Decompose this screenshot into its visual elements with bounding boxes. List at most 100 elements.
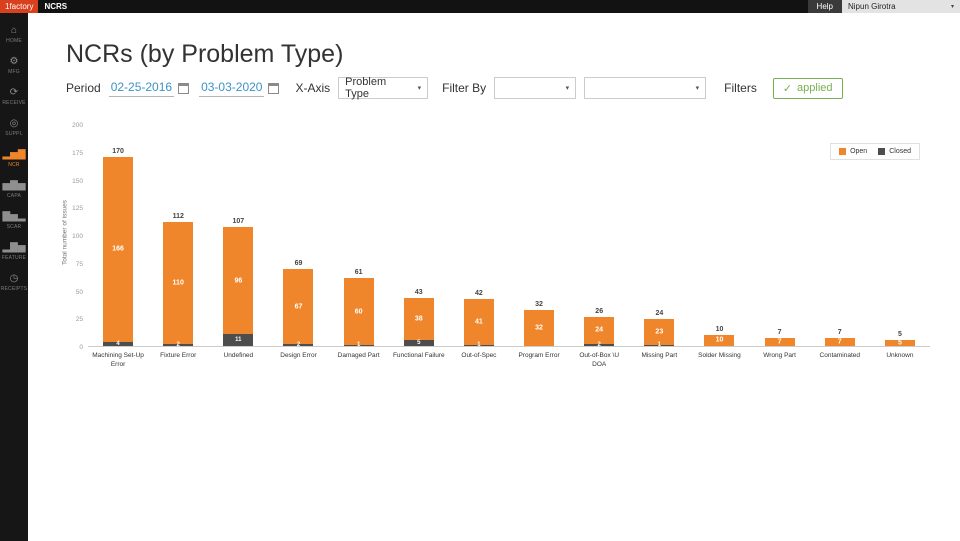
bar-segment-value: 41 — [475, 318, 483, 326]
bar-segment-open[interactable]: 23 — [644, 319, 675, 345]
bar-segment-closed[interactable]: 5 — [403, 340, 434, 347]
bar-segment-open[interactable]: 32 — [524, 310, 555, 346]
bar-group: 24 23 1 — [629, 125, 689, 348]
legend-label: Open — [850, 148, 868, 155]
bar-segment-open[interactable]: 60 — [343, 278, 374, 345]
bar-segment-value: 11 — [235, 336, 242, 343]
sidebar-item-label: FEATURE — [1, 254, 27, 261]
topbar-right: Help Nipun Girotra ▾ — [807, 0, 960, 13]
sidebar-item-home[interactable]: ⌂ HOME — [0, 19, 28, 50]
receipts-icon: ◷ — [9, 272, 19, 284]
bar-segment-open[interactable]: 41 — [463, 299, 494, 345]
filter-select-1[interactable]: ▾ — [494, 77, 577, 99]
bar-segment-open[interactable]: 67 — [283, 269, 314, 344]
filter-by-label: Filter By — [442, 81, 487, 95]
applied-label: applied — [797, 82, 833, 94]
mfg-icon: ⚙ — [9, 55, 19, 67]
filter-select-2[interactable]: ▾ — [584, 77, 707, 99]
bar-segment-value: 5 — [417, 340, 421, 347]
chevron-down-icon: ▾ — [695, 85, 700, 92]
chevron-down-icon: ▾ — [950, 4, 954, 10]
bar-segment-closed[interactable]: 1 — [343, 342, 374, 348]
x-axis-category-label: Out-of-Spec — [461, 352, 497, 359]
filters-applied-badge[interactable]: ✓ applied — [772, 77, 843, 99]
app-name: NCRS — [44, 2, 68, 11]
x-axis-category-label: Out-of-Box \U DOA — [579, 352, 620, 368]
bar-segment-value: 2 — [176, 341, 180, 348]
bar-total-label: 107 — [232, 218, 245, 226]
sidebar-item-ncr[interactable]: ▂▅▇ NCR — [0, 143, 28, 174]
user-menu[interactable]: Nipun Girotra ▾ — [842, 0, 960, 13]
x-axis-category-label: Damaged Part — [337, 352, 380, 359]
bar-segment-value: 96 — [234, 277, 243, 285]
bar-segment-open[interactable]: 10 — [704, 334, 735, 346]
bar-segment-value: 23 — [655, 328, 664, 336]
sidebar-item-feature[interactable]: ▂▇▅ FEATURE — [0, 236, 28, 267]
filters-label: Filters — [724, 81, 757, 95]
chart: Total number of issues 0 25 50 75 100 125 150 1… — [62, 122, 930, 370]
calendar-icon[interactable] — [178, 82, 190, 94]
sidebar-item-capa[interactable]: ▅▇▅ CAPA — [0, 174, 28, 205]
bar-segment-closed[interactable]: 2 — [584, 342, 615, 348]
bar-segment-open[interactable]: 110 — [163, 221, 194, 344]
bar-segment-closed[interactable]: 2 — [163, 341, 194, 348]
y-tick-label: 100 — [72, 233, 83, 240]
chevron-down-icon: ▾ — [565, 85, 570, 92]
bar-total-label: 42 — [475, 290, 483, 298]
bar-segment-closed[interactable]: 2 — [283, 342, 314, 348]
bar-segment-open[interactable]: 166 — [103, 157, 134, 342]
xaxis-select[interactable]: Problem Type ▾ — [338, 76, 429, 100]
bar-segment-closed[interactable]: 1 — [644, 342, 675, 348]
bar-segment-open[interactable]: 5 — [884, 340, 915, 347]
bar-segment-open[interactable]: 7 — [824, 338, 855, 346]
date-from-input[interactable]: 02-25-2016 — [108, 80, 175, 97]
sidebar-item-suppl[interactable]: ◎ SUPPL — [0, 112, 28, 143]
x-axis-category-label: Missing Part — [641, 352, 678, 359]
bar-total-label: 170 — [112, 148, 124, 156]
bar-segment-open[interactable]: 7 — [764, 338, 795, 346]
calendar-icon[interactable] — [268, 82, 280, 94]
bar-total-label: 26 — [595, 308, 604, 316]
bar-group: 112 110 2 — [148, 125, 208, 348]
capa-icon: ▅▇▅ — [2, 179, 26, 191]
top-bar: 1factory NCRS Help Nipun Girotra ▾ — [0, 0, 960, 13]
bar-segment-closed[interactable]: 1 — [463, 342, 494, 349]
sidebar-item-mfg[interactable]: ⚙ MFG — [0, 50, 28, 81]
bar-segment-closed[interactable]: 11 — [223, 333, 254, 346]
legend-item-open[interactable]: Open — [839, 148, 867, 155]
scar-icon: ▇▅▂ — [2, 210, 26, 222]
legend-item-closed[interactable]: Closed — [878, 148, 911, 155]
bar-segment-value: 60 — [354, 308, 363, 316]
bar-group: 26 24 2 — [569, 125, 629, 348]
bar-total-label: 24 — [655, 310, 664, 318]
main-content: NCRs (by Problem Type) Period 02-25-2016… — [28, 13, 960, 541]
bar-segment-value: 110 — [172, 279, 184, 287]
bar-segment-open[interactable]: 38 — [403, 298, 434, 341]
page-title: NCRs (by Problem Type) — [66, 40, 344, 68]
controls-bar: Period 02-25-2016 03-03-2020 X-Axis Prob… — [66, 76, 843, 100]
x-axis-category-label: Program Error — [518, 352, 560, 359]
sidebar-item-receipts[interactable]: ◷ RECEIPTS — [0, 267, 28, 298]
bar-segment-value: 10 — [715, 336, 724, 344]
xaxis-label: X-Axis — [295, 81, 331, 95]
x-axis-category-label: Machining Set-Up Error — [92, 352, 144, 368]
sidebar-item-label: CAPA — [6, 192, 22, 199]
bar-total-label: 43 — [414, 289, 423, 297]
date-to-input[interactable]: 03-03-2020 — [199, 80, 265, 97]
bar-segment-open[interactable]: 96 — [223, 227, 254, 334]
bar-segment-value: 67 — [294, 303, 303, 311]
bar-segment-value: 1 — [477, 342, 481, 349]
sidebar-item-scar[interactable]: ▇▅▂ SCAR — [0, 205, 28, 236]
legend-label: Closed — [889, 148, 911, 155]
bar-total-label: 10 — [715, 325, 724, 333]
sidebar-item-receive[interactable]: ⟳ RECEIVE — [0, 81, 28, 112]
brand-logo[interactable]: 1factory — [0, 0, 39, 13]
user-name: Nipun Girotra — [848, 2, 896, 11]
bar-segment-value: 24 — [595, 326, 604, 334]
help-button[interactable]: Help — [807, 0, 842, 13]
feature-icon: ▂▇▅ — [2, 241, 26, 253]
bar-group: 32 32 — [509, 125, 569, 346]
bar-segment-open[interactable]: 24 — [584, 317, 615, 344]
bar-segment-closed[interactable]: 4 — [103, 341, 134, 347]
